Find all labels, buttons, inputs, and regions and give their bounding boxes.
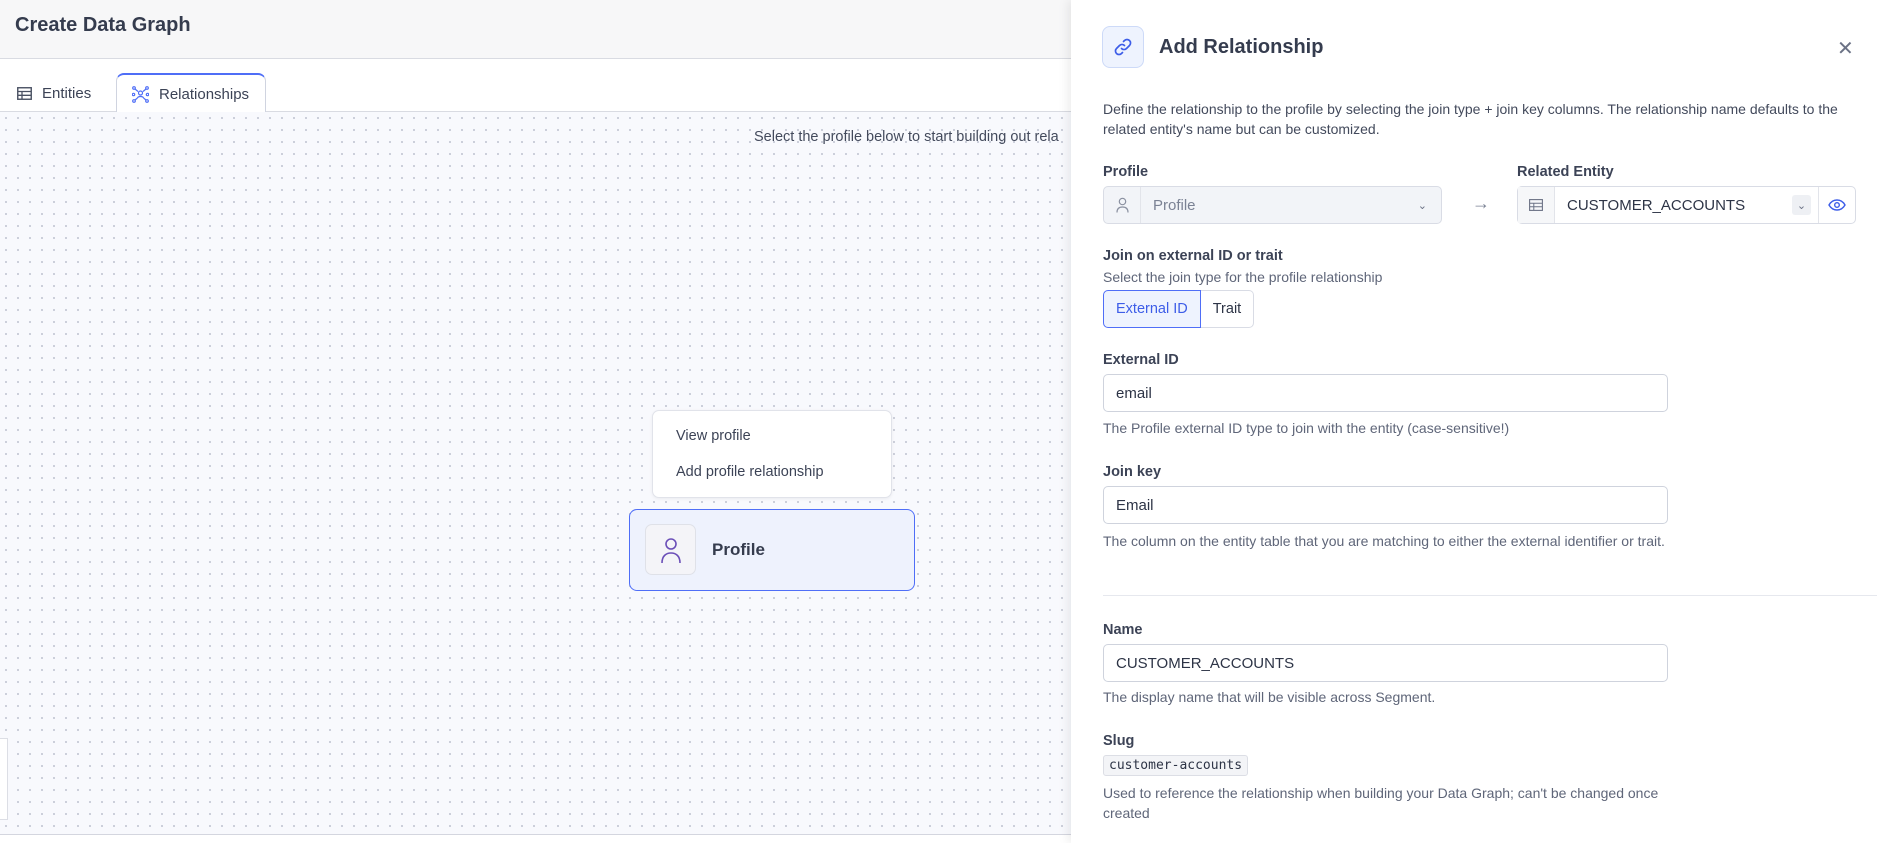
tab-label: Relationships [159, 85, 250, 103]
join-type-external-id-button[interactable]: External ID [1103, 290, 1201, 328]
name-help: The display name that will be visible ac… [1103, 689, 1436, 705]
external-id-input[interactable]: email [1103, 374, 1668, 412]
related-entity-select[interactable]: CUSTOMER_ACCOUNTS ⌄ [1517, 186, 1856, 224]
page-title: Create Data Graph [15, 14, 191, 36]
divider [1103, 595, 1877, 596]
related-entity-label: Related Entity [1517, 164, 1614, 180]
join-type-label: Join on external ID or trait [1103, 248, 1283, 264]
graph-canvas[interactable] [0, 112, 1071, 834]
chevron-down-icon: ⌄ [1417, 199, 1427, 212]
profile-select[interactable]: Profile ⌄ [1103, 186, 1442, 224]
profile-node[interactable]: Profile [629, 509, 915, 591]
join-key-input[interactable]: Email [1103, 486, 1668, 524]
external-id-help: The Profile external ID type to join wit… [1103, 420, 1510, 436]
join-key-help: The column on the entity table that you … [1103, 533, 1665, 549]
name-label: Name [1103, 622, 1143, 638]
close-icon[interactable]: ✕ [1837, 38, 1854, 60]
tab-bar: Entities Relationships [0, 59, 1071, 113]
arrow-right-icon: → [1472, 193, 1490, 213]
context-menu: View profile Add profile relationship [652, 410, 892, 498]
canvas-zoom-controls[interactable] [0, 738, 8, 820]
panel-title: Add Relationship [1159, 36, 1324, 58]
page-header: Create Data Graph [0, 0, 1071, 59]
slug-help: Used to reference the relationship when … [1103, 785, 1659, 821]
menu-item-add-profile-relationship[interactable]: Add profile relationship [676, 464, 824, 480]
user-icon [1104, 187, 1141, 223]
join-type-trait-button[interactable]: Trait [1200, 290, 1255, 328]
external-id-label: External ID [1103, 352, 1179, 368]
network-icon [132, 85, 149, 103]
join-type-help: Select the join type for the profile rel… [1103, 269, 1383, 285]
profile-label: Profile [1103, 164, 1149, 180]
canvas-instruction: Select the profile below to start buildi… [754, 129, 1059, 145]
slug-label: Slug [1103, 733, 1135, 749]
tab-entities[interactable]: Entities [2, 73, 106, 113]
user-icon [645, 524, 696, 575]
table-icon [17, 86, 32, 100]
canvas-footer [0, 834, 1071, 843]
eye-icon[interactable] [1818, 187, 1855, 223]
slug-value: customer-accounts [1103, 755, 1249, 776]
related-entity-value: CUSTOMER_ACCOUNTS [1567, 196, 1746, 214]
tab-relationships[interactable]: Relationships [116, 73, 266, 113]
panel-description: Define the relationship to the profile b… [1103, 101, 1838, 137]
menu-item-view-profile[interactable]: View profile [676, 428, 751, 444]
join-type-toggle: External ID Trait [1103, 290, 1255, 328]
name-input[interactable]: CUSTOMER_ACCOUNTS [1103, 644, 1668, 682]
node-label: Profile [712, 540, 765, 559]
add-relationship-panel: Add Relationship ✕ Define the relationsh… [1071, 0, 1877, 843]
profile-select-value: Profile [1153, 196, 1196, 214]
link-icon [1102, 26, 1144, 68]
join-key-label: Join key [1103, 464, 1162, 480]
table-icon [1518, 187, 1555, 223]
tab-label: Entities [42, 84, 92, 102]
chevron-down-icon[interactable]: ⌄ [1792, 195, 1811, 215]
